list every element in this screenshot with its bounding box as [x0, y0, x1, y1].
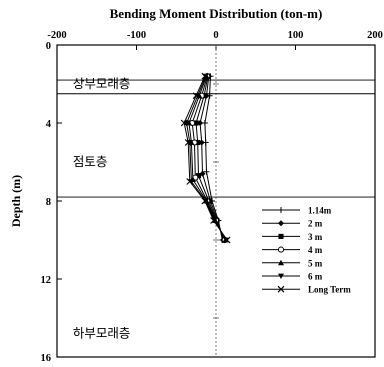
data-point — [188, 179, 195, 185]
legend-marker — [278, 233, 284, 239]
legend-marker — [278, 259, 284, 266]
series-line — [183, 75, 228, 241]
data-point — [192, 92, 200, 100]
x-tick-label: -100 — [127, 30, 146, 41]
series-line — [186, 76, 227, 241]
series-line — [188, 76, 226, 241]
legend-marker — [278, 220, 284, 227]
data-point — [203, 168, 210, 175]
legend-label: 5 m — [308, 258, 323, 268]
x-tick-label: 0 — [213, 30, 218, 41]
legend-label: Long Term — [308, 285, 351, 295]
y-axis-label: Depth (m) — [9, 175, 23, 227]
y-tick-label: 0 — [46, 41, 51, 52]
legend-label: 1.14m — [308, 206, 332, 216]
y-tick-label: 12 — [41, 275, 52, 286]
x-tick-label: -200 — [47, 30, 66, 41]
data-point — [186, 140, 193, 146]
x-tick-label: 100 — [288, 30, 304, 41]
legend-label: 6 m — [308, 272, 323, 282]
legend-label: 3 m — [308, 232, 323, 242]
chart-title: Bending Moment Distribution (ton-m) — [110, 6, 323, 21]
y-tick-label: 4 — [46, 119, 52, 130]
data-point — [193, 120, 199, 126]
y-tick-label: 8 — [46, 197, 51, 208]
data-point — [223, 236, 231, 244]
legend-label: 4 m — [308, 245, 323, 255]
legend-marker — [278, 207, 284, 213]
data-point — [210, 217, 218, 224]
soil-layer-label: 점토층 — [73, 154, 108, 169]
soil-layer-label: 하부모래층 — [73, 326, 131, 341]
series-line — [204, 76, 223, 241]
series-line — [199, 76, 224, 241]
data-point — [195, 139, 201, 146]
series-line — [191, 76, 226, 241]
y-tick-label: 16 — [41, 353, 52, 364]
data-point — [186, 178, 194, 185]
series-line — [195, 76, 225, 241]
data-point — [195, 173, 202, 179]
legend-marker — [277, 246, 285, 253]
data-point — [194, 93, 201, 99]
legend-marker — [277, 285, 285, 293]
soil-layer-label: 상부모래층 — [73, 76, 131, 91]
legend-marker — [278, 273, 284, 279]
data-point — [184, 139, 192, 146]
data-point — [201, 72, 209, 80]
legend-label: 2 m — [308, 219, 323, 229]
x-tick-label: 200 — [367, 30, 383, 41]
data-point — [201, 197, 209, 205]
data-point — [180, 119, 188, 127]
